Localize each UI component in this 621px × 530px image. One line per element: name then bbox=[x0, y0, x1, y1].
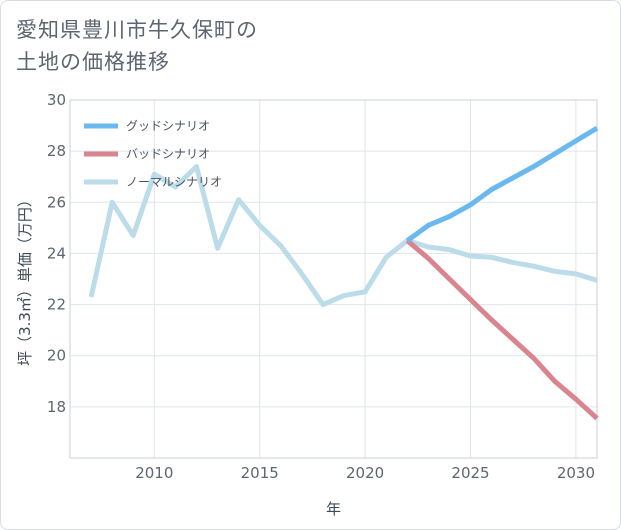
x-axis-ticks: 2010 2015 2020 2025 2030 bbox=[135, 464, 595, 482]
chart-title-line2: 土地の価格推移 bbox=[16, 50, 170, 74]
y-tick-label: 20 bbox=[47, 347, 66, 365]
series-line-3 bbox=[88, 164, 598, 308]
x-tick-label: 2020 bbox=[346, 464, 384, 482]
legend-label: ノーマルシナリオ bbox=[126, 175, 222, 189]
legend-label: バッドシナリオ bbox=[126, 147, 210, 161]
series-line-2 bbox=[405, 238, 599, 421]
y-tick-label: 22 bbox=[47, 296, 66, 314]
y-tick-label: 28 bbox=[47, 142, 66, 160]
y-axis-title: 坪（3.3㎡）単価（万円） bbox=[16, 192, 34, 366]
x-tick-label: 2015 bbox=[241, 464, 279, 482]
series-line-1 bbox=[405, 125, 599, 243]
series-lines bbox=[88, 125, 599, 421]
x-tick-label: 2030 bbox=[557, 464, 595, 482]
y-tick-label: 26 bbox=[47, 193, 66, 211]
y-axis-ticks: 18 20 22 24 26 28 30 bbox=[47, 91, 66, 416]
x-tick-label: 2025 bbox=[451, 464, 489, 482]
chart-title-line1: 愛知県豊川市牛久保町の bbox=[16, 18, 258, 42]
y-tick-label: 24 bbox=[47, 244, 66, 262]
y-tick-label: 30 bbox=[47, 91, 66, 109]
x-axis-title: 年 bbox=[326, 500, 341, 518]
legend-label: グッドシナリオ bbox=[126, 119, 210, 133]
chart-title: 愛知県豊川市牛久保町の 土地の価格推移 bbox=[16, 14, 258, 78]
x-tick-label: 2010 bbox=[135, 464, 173, 482]
y-tick-label: 18 bbox=[47, 398, 66, 416]
